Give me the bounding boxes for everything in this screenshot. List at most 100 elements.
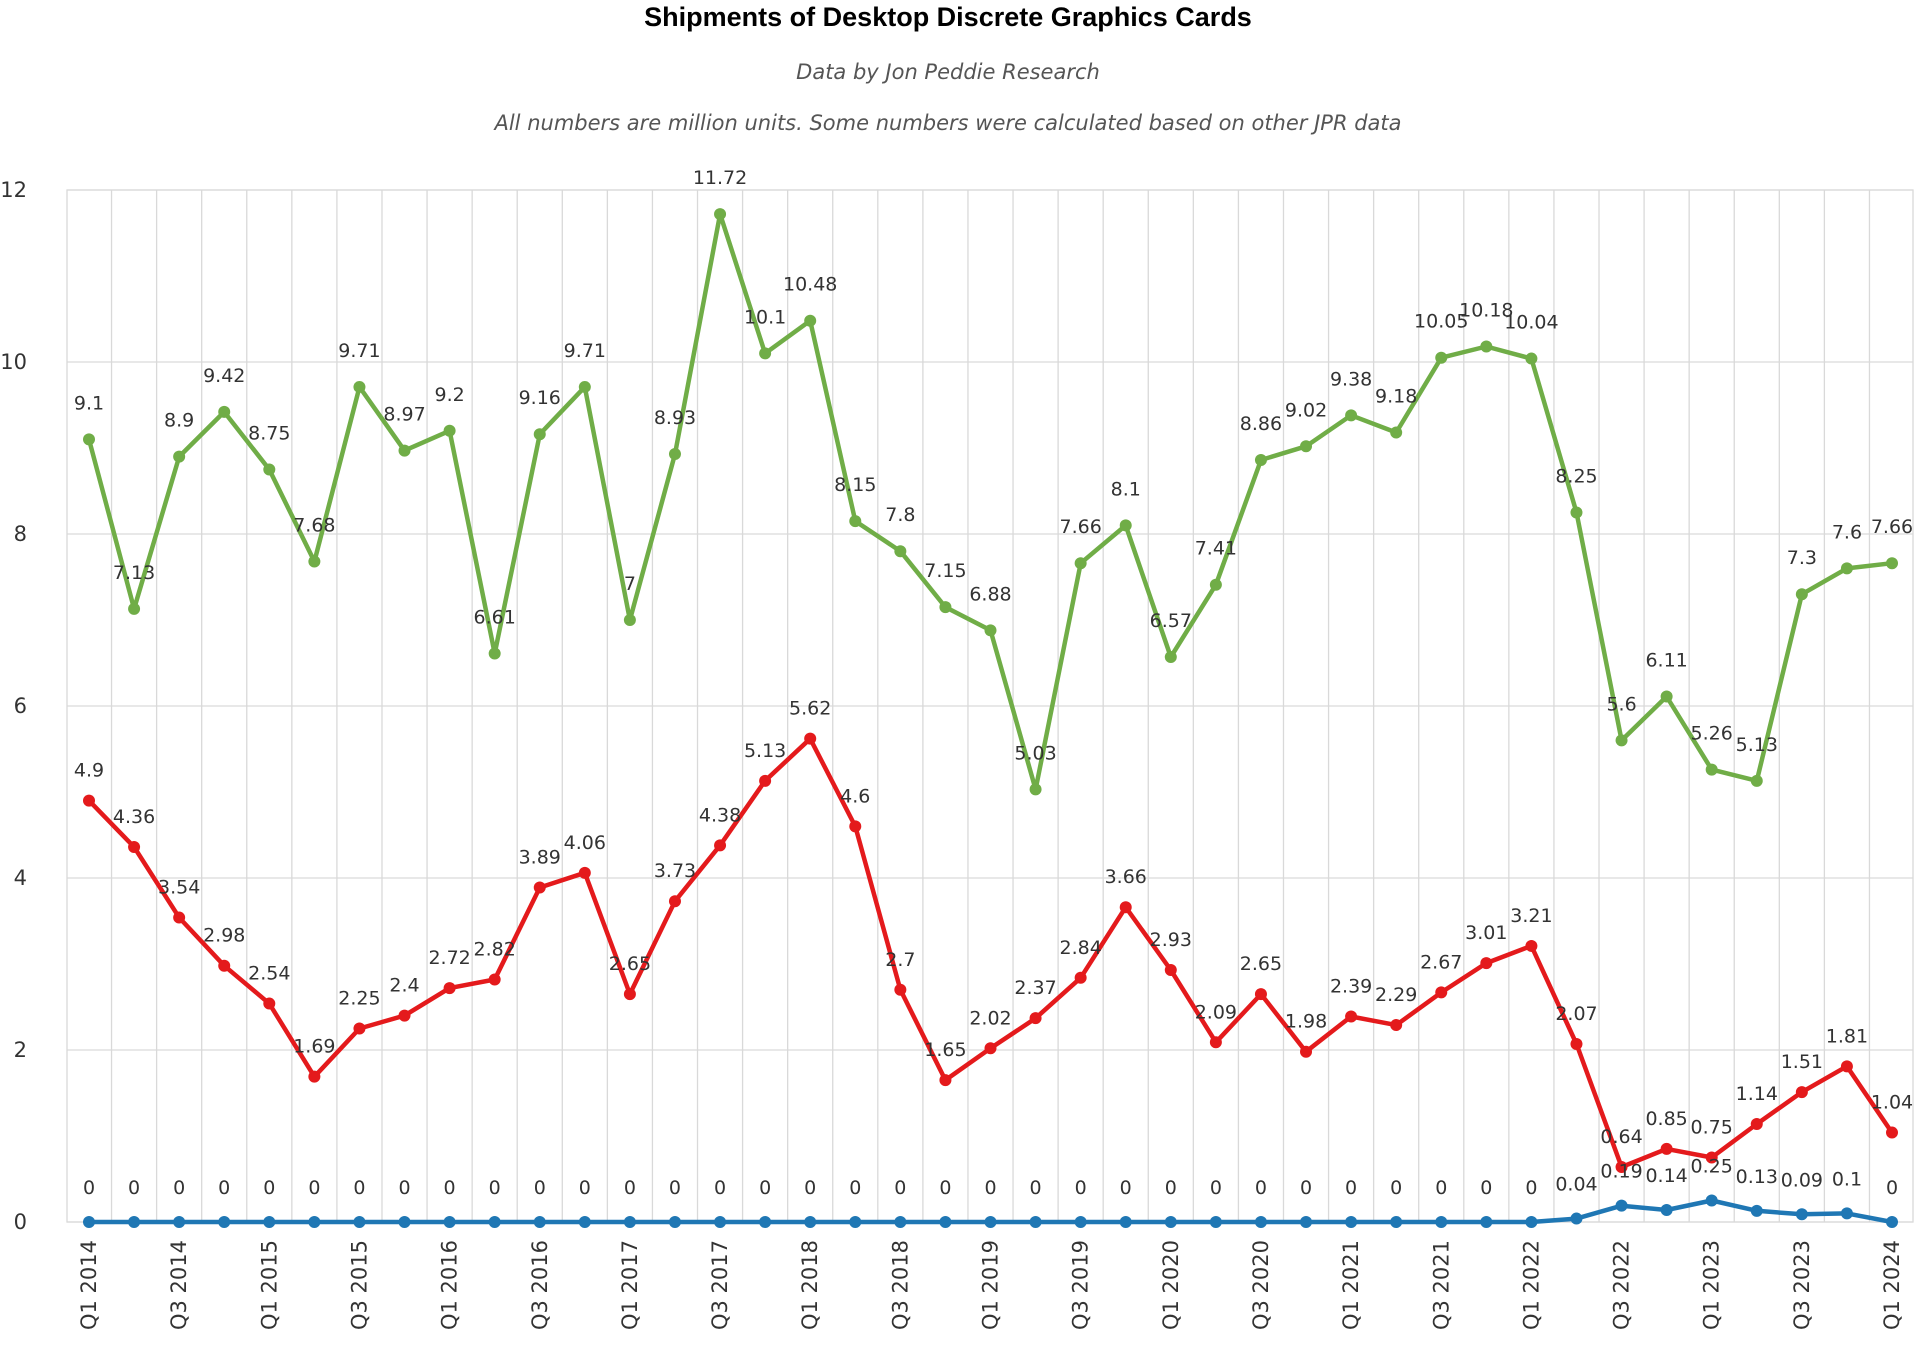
- data-point: [1795, 1086, 1808, 1099]
- data-label: 8.97: [383, 404, 425, 426]
- data-label: 0: [1030, 1177, 1042, 1199]
- data-point: [759, 1216, 772, 1228]
- y-axis: 0 2 4 6 8 10 12: [0, 178, 27, 1234]
- data-point: [1300, 440, 1313, 453]
- data-label: 0: [1345, 1177, 1357, 1199]
- data-point: [1119, 1216, 1132, 1228]
- data-label: 2.09: [1195, 1001, 1237, 1023]
- data-label: 4.38: [699, 804, 741, 826]
- data-point: [533, 428, 546, 441]
- x-tick-label: Q1 2021: [1339, 1240, 1363, 1330]
- data-point: [623, 988, 636, 1001]
- data-point: [1615, 734, 1628, 747]
- y-tick-label: 6: [14, 694, 27, 718]
- data-point: [1886, 557, 1898, 570]
- data-point: [1525, 352, 1538, 365]
- x-tick-label: Q1 2015: [257, 1240, 281, 1330]
- data-point: [623, 614, 636, 626]
- data-point: [1840, 562, 1853, 575]
- data-point: [1345, 1216, 1358, 1228]
- data-point: [488, 1216, 501, 1228]
- data-point: [218, 959, 231, 972]
- data-label: 8.25: [1555, 466, 1597, 488]
- data-point: [1435, 986, 1448, 999]
- x-tick-label: Q1 2018: [798, 1240, 822, 1330]
- data-point: [83, 1216, 95, 1228]
- data-point: [398, 444, 411, 457]
- data-label: 1.14: [1736, 1083, 1778, 1105]
- data-point: [668, 1216, 681, 1228]
- data-label: 10.18: [1459, 300, 1513, 322]
- data-label: 9.42: [203, 365, 245, 387]
- data-label: 7.13: [113, 562, 155, 584]
- data-label: 0.75: [1691, 1117, 1733, 1139]
- data-label: 0.1: [1832, 1168, 1862, 1190]
- data-point: [443, 982, 456, 995]
- data-label: 0: [1120, 1177, 1132, 1199]
- data-label: 1.65: [924, 1039, 966, 1061]
- data-point: [533, 1216, 546, 1228]
- data-point: [1886, 1126, 1898, 1139]
- data-point: [668, 895, 681, 908]
- x-tick-label: Q3 2016: [528, 1240, 552, 1330]
- data-point: [308, 1216, 321, 1228]
- data-point: [353, 1216, 366, 1228]
- x-tick-label: Q3 2014: [167, 1240, 191, 1330]
- data-point: [353, 380, 366, 393]
- data-point: [623, 1216, 636, 1228]
- data-point: [1390, 426, 1403, 439]
- data-point: [218, 1216, 231, 1228]
- data-point: [939, 1216, 952, 1228]
- data-point: [759, 774, 772, 787]
- data-point: [1345, 409, 1358, 422]
- data-label: 2.72: [428, 947, 470, 969]
- data-label: 0: [398, 1177, 410, 1199]
- data-label: 1.51: [1781, 1051, 1823, 1073]
- data-label: 6.88: [969, 583, 1011, 605]
- data-label: 5.6: [1606, 693, 1636, 715]
- data-label: 0.25: [1691, 1156, 1733, 1178]
- data-label: 7.66: [1871, 516, 1913, 538]
- data-point: [578, 1216, 591, 1228]
- data-point: [1705, 1151, 1718, 1164]
- data-label: 0: [83, 1177, 95, 1199]
- data-point: [939, 1074, 952, 1087]
- chart-subtitle-note: All numbers are million units. Some numb…: [492, 111, 1401, 135]
- data-label: 0: [308, 1177, 320, 1199]
- chart-subtitle-source: Data by Jon Peddie Research: [796, 60, 1100, 84]
- data-label: 0: [759, 1177, 771, 1199]
- data-label: 0: [1480, 1177, 1492, 1199]
- data-label: 0.64: [1600, 1126, 1642, 1148]
- data-point: [1345, 1010, 1358, 1023]
- data-point: [668, 448, 681, 461]
- data-point: [804, 1216, 817, 1228]
- data-label: 7.66: [1059, 516, 1101, 538]
- data-point: [173, 1216, 186, 1228]
- data-point: [1209, 1036, 1222, 1049]
- data-label: 1.98: [1285, 1011, 1327, 1033]
- data-point: [1570, 1037, 1583, 1050]
- data-label: 10.1: [744, 306, 786, 328]
- data-label: 5.62: [789, 698, 831, 720]
- data-point: [1029, 1216, 1042, 1228]
- data-point: [1300, 1216, 1313, 1228]
- data-point: [804, 314, 817, 327]
- data-label: 2.82: [474, 938, 516, 960]
- data-point: [1164, 1216, 1177, 1228]
- data-label: 6.57: [1150, 610, 1192, 632]
- data-point: [894, 1216, 907, 1228]
- data-label: 3.01: [1465, 922, 1507, 944]
- data-label: 9.38: [1330, 368, 1372, 390]
- data-label: 3.73: [654, 860, 696, 882]
- data-point: [1615, 1199, 1628, 1212]
- data-label: 0: [1300, 1177, 1312, 1199]
- data-point: [263, 997, 276, 1010]
- grid-lines: [66, 189, 1914, 1223]
- data-label: 0: [1165, 1177, 1177, 1199]
- data-label: 0: [173, 1177, 185, 1199]
- data-point: [1570, 1212, 1583, 1225]
- data-label: 7.6: [1832, 521, 1862, 543]
- data-label: 2.54: [248, 963, 290, 985]
- data-label: 4.06: [564, 832, 606, 854]
